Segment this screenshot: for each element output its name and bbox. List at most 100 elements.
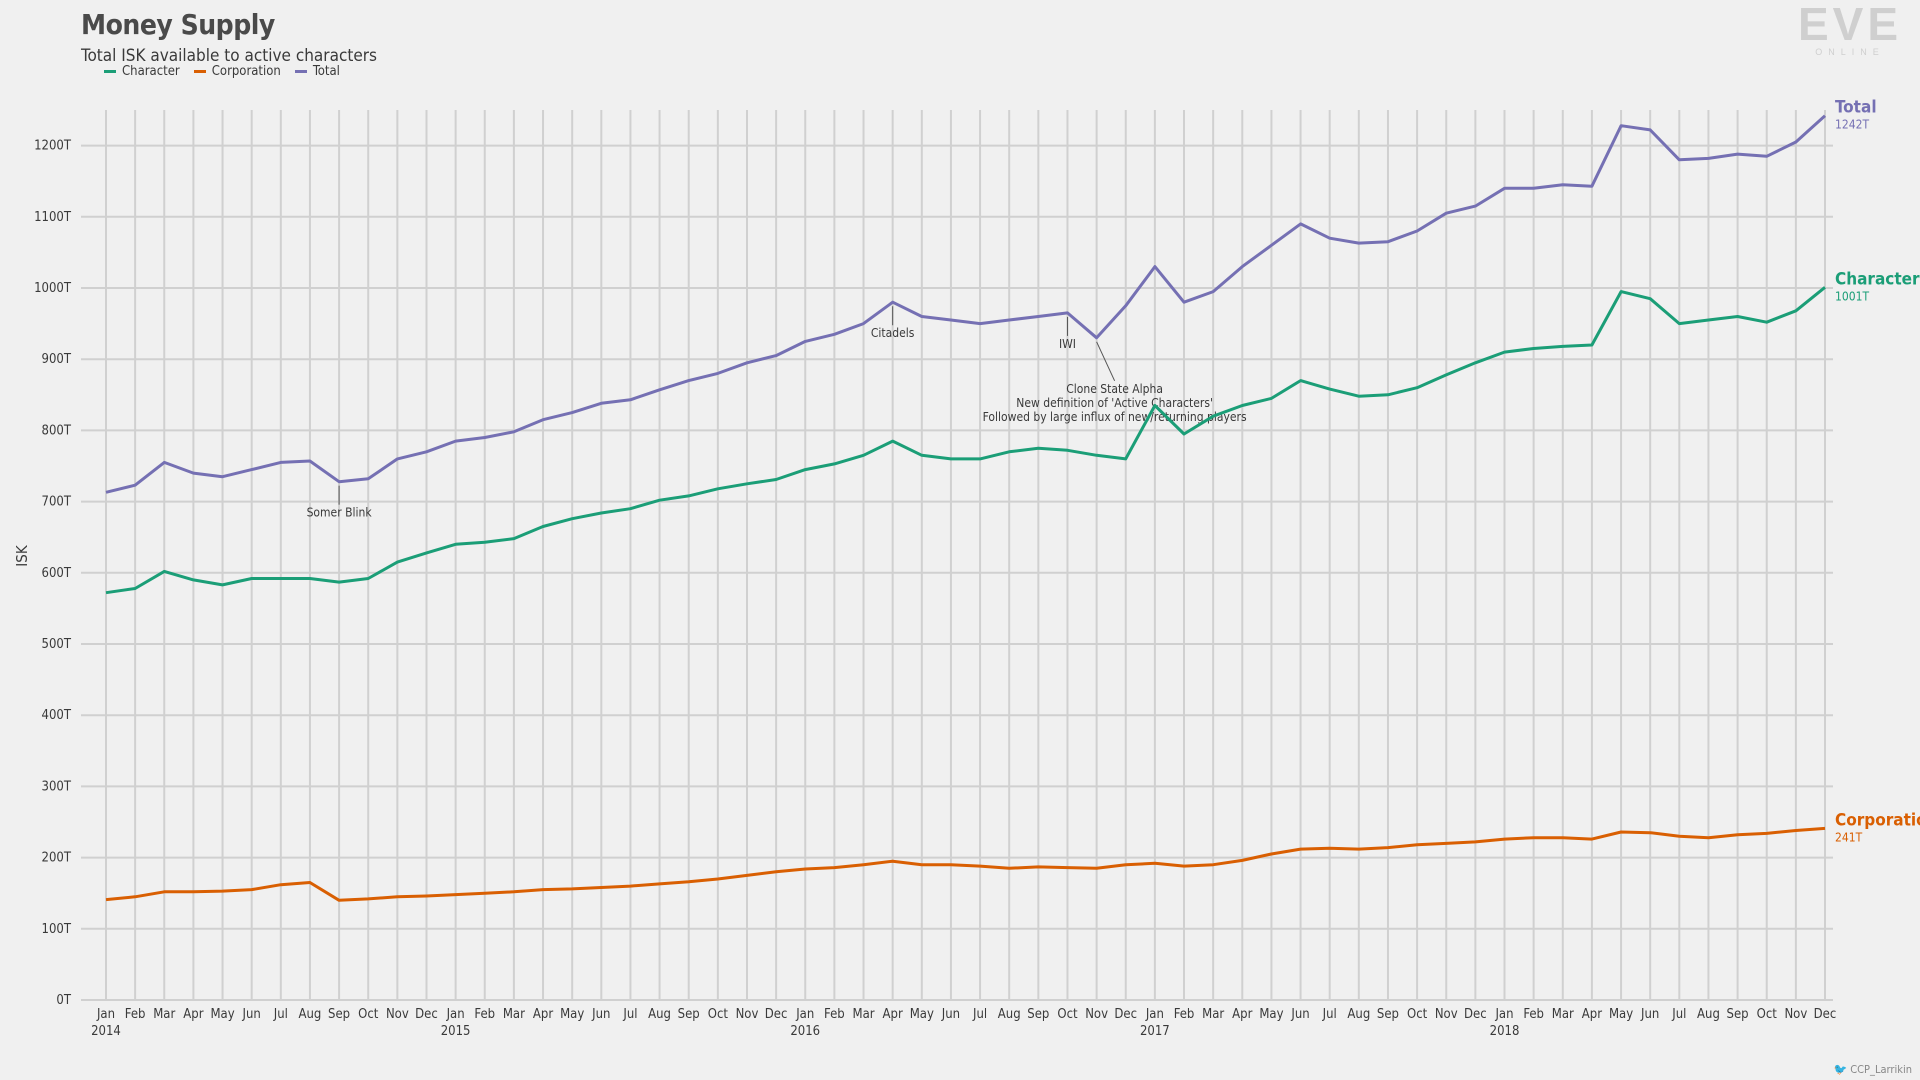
y-tick-label: 1000T xyxy=(34,281,72,296)
legend-label-total: Total xyxy=(312,64,340,79)
y-tick-label: 800T xyxy=(42,423,72,438)
annotation-label: IWI xyxy=(1059,337,1076,351)
x-tick-label: Aug xyxy=(648,1007,671,1022)
x-tick-label: Jun xyxy=(242,1007,261,1022)
y-tick-label: 100T xyxy=(42,922,72,937)
legend-swatch-corporation xyxy=(193,70,206,73)
y-tick-label: 600T xyxy=(42,566,72,581)
x-tick-label: Nov xyxy=(386,1007,409,1022)
x-tick-label: Aug xyxy=(299,1007,322,1022)
eve-logo-text: EVE xyxy=(1798,0,1902,50)
x-year-label: 2016 xyxy=(790,1024,820,1039)
x-tick-label: Oct xyxy=(708,1007,729,1022)
x-tick-label: Oct xyxy=(358,1007,379,1022)
x-tick-label: Dec xyxy=(1814,1007,1837,1022)
y-tick-label: 400T xyxy=(42,708,72,723)
x-tick-label: Jan xyxy=(1145,1007,1164,1022)
end-label-character: Character xyxy=(1835,269,1920,289)
x-tick-label: Oct xyxy=(1757,1007,1778,1022)
x-tick-label: Mar xyxy=(503,1007,525,1022)
end-value-character: 1001T xyxy=(1835,289,1869,303)
x-tick-label: Nov xyxy=(1784,1007,1807,1022)
legend-label-corporation: Corporation xyxy=(211,64,281,79)
x-tick-label: Jun xyxy=(591,1007,610,1022)
x-tick-label: Jul xyxy=(622,1007,637,1022)
chart-grid xyxy=(81,110,1833,1001)
y-tick-label: 1100T xyxy=(34,210,72,225)
x-tick-label: Sep xyxy=(1727,1007,1749,1022)
x-tick-label: Jul xyxy=(273,1007,288,1022)
credit: 🐦 CCP_Larrikin xyxy=(1834,1063,1912,1076)
x-tick-label: Mar xyxy=(153,1007,175,1022)
annotation-label: Somer Blink xyxy=(307,506,373,520)
x-tick-label: Jan xyxy=(446,1007,465,1022)
x-tick-label: Apr xyxy=(183,1007,203,1022)
chart-subtitle: Total ISK available to active characters xyxy=(81,46,378,66)
x-tick-label: Oct xyxy=(1407,1007,1428,1022)
y-tick-label: 0T xyxy=(56,993,71,1008)
x-tick-label: Apr xyxy=(1232,1007,1252,1022)
annotations: Somer Blink Citadels IWI Clone State AlphaN… xyxy=(307,306,1247,520)
x-tick-label: Jun xyxy=(1640,1007,1659,1022)
x-tick-label: Jan xyxy=(1494,1007,1513,1022)
x-tick-label: Dec xyxy=(415,1007,438,1022)
eve-online-logo: EVE ONLINE xyxy=(1798,0,1902,57)
legend-item-corporation: Corporation xyxy=(193,64,281,79)
x-tick-label: Feb xyxy=(125,1007,146,1022)
legend-swatch-total xyxy=(294,70,307,73)
x-tick-label: Nov xyxy=(1435,1007,1458,1022)
series-line-corporation xyxy=(105,826,1826,902)
y-tick-label: 1200T xyxy=(34,139,72,154)
x-tick-label: May xyxy=(1259,1007,1283,1022)
x-tick-label: Jun xyxy=(941,1007,960,1022)
x-tick-label: Mar xyxy=(1552,1007,1574,1022)
x-tick-label: Jul xyxy=(972,1007,987,1022)
annotation-label: Citadels xyxy=(871,326,915,340)
chart-title: Money Supply xyxy=(81,8,275,41)
series-lines xyxy=(105,114,1827,902)
legend-label-character: Character xyxy=(122,64,180,79)
x-tick-label: Apr xyxy=(883,1007,903,1022)
online-logo-text: ONLINE xyxy=(1815,47,1885,57)
x-tick-label: Sep xyxy=(328,1007,350,1022)
x-tick-label: Dec xyxy=(1464,1007,1487,1022)
credit-handle: CCP_Larrikin xyxy=(1850,1063,1912,1076)
y-tick-label: 300T xyxy=(42,779,72,794)
x-tick-label: Dec xyxy=(1114,1007,1137,1022)
x-tick-label: Jan xyxy=(96,1007,115,1022)
x-tick-label: Aug xyxy=(1347,1007,1370,1022)
end-label-corporation: Corporation xyxy=(1835,810,1920,830)
annotation-label: New definition of 'Active Characters' xyxy=(1016,396,1213,410)
x-tick-label: Feb xyxy=(1523,1007,1544,1022)
y-tick-label: 900T xyxy=(42,352,72,367)
x-tick-label: Apr xyxy=(1582,1007,1602,1022)
twitter-bird-icon: 🐦 xyxy=(1833,1063,1848,1076)
y-axis: 0T 100T 200T 300T 400T 500T 600T 700T 800T 900T 10… xyxy=(34,139,72,1008)
x-tick-label: Feb xyxy=(474,1007,495,1022)
x-tick-label: Apr xyxy=(533,1007,553,1022)
end-value-total: 1242T xyxy=(1835,118,1869,132)
x-tick-label: Nov xyxy=(736,1007,759,1022)
x-tick-label: Mar xyxy=(852,1007,874,1022)
x-tick-label: May xyxy=(1609,1007,1633,1022)
x-year-label: 2015 xyxy=(441,1024,471,1039)
x-tick-label: Jun xyxy=(1290,1007,1309,1022)
x-tick-label: Mar xyxy=(1202,1007,1224,1022)
y-tick-label: 700T xyxy=(42,495,72,510)
x-tick-label: Jul xyxy=(1322,1007,1337,1022)
legend-swatch-character xyxy=(104,70,116,73)
x-tick-label: Feb xyxy=(824,1007,845,1022)
annotation-leader xyxy=(1096,341,1116,382)
x-tick-label: Aug xyxy=(998,1007,1021,1022)
x-tick-label: Sep xyxy=(1027,1007,1049,1022)
legend-item-character: Character xyxy=(104,64,180,79)
x-tick-label: Jul xyxy=(1671,1007,1686,1022)
x-tick-label: Sep xyxy=(678,1007,700,1022)
series-line-character xyxy=(105,286,1826,595)
legend-item-total: Total xyxy=(294,64,340,79)
x-tick-label: Jan xyxy=(795,1007,814,1022)
y-tick-label: 200T xyxy=(42,851,72,866)
x-tick-label: May xyxy=(210,1007,234,1022)
x-tick-label: Sep xyxy=(1377,1007,1399,1022)
